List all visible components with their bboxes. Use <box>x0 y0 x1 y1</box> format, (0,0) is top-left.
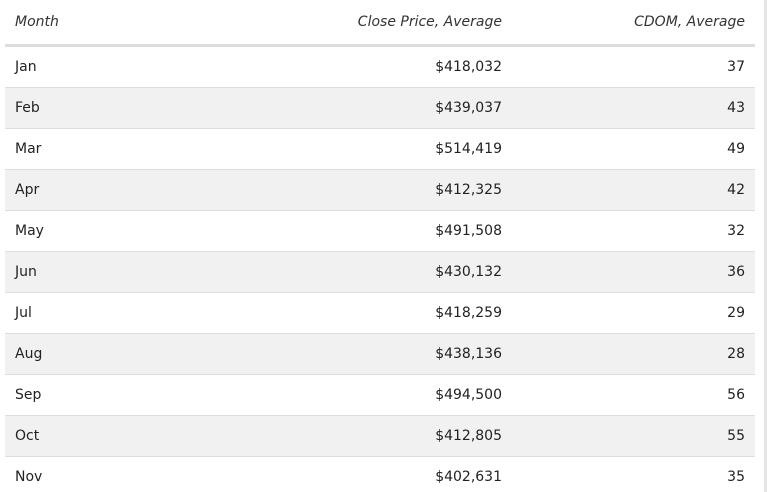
scrollbar[interactable] <box>764 0 767 492</box>
cell-close-price: $439,037 <box>205 87 512 129</box>
cell-month: Nov <box>5 456 205 492</box>
cell-cdom: 35 <box>512 456 755 492</box>
cell-month: Oct <box>5 415 205 457</box>
table-row: Jan $418,032 37 <box>5 45 755 88</box>
cell-cdom: 43 <box>512 87 755 129</box>
column-header-month[interactable]: Month <box>5 0 205 47</box>
cell-cdom: 55 <box>512 415 755 457</box>
cell-cdom: 29 <box>512 292 755 334</box>
cell-close-price: $412,805 <box>205 415 512 457</box>
table-header-row: Month Close Price, Average CDOM, Average <box>5 0 755 47</box>
table-row: Jul $418,259 29 <box>5 292 755 334</box>
table-row: Aug $438,136 28 <box>5 333 755 375</box>
table-row: Feb $439,037 43 <box>5 87 755 129</box>
cell-close-price: $494,500 <box>205 374 512 416</box>
cell-month: Mar <box>5 128 205 170</box>
cell-month: May <box>5 210 205 252</box>
cell-month: Jul <box>5 292 205 334</box>
cell-close-price: $412,325 <box>205 169 512 211</box>
cell-cdom: 56 <box>512 374 755 416</box>
cell-close-price: $491,508 <box>205 210 512 252</box>
cell-close-price: $418,032 <box>205 45 512 88</box>
cell-close-price: $514,419 <box>205 128 512 170</box>
cell-month: Jan <box>5 45 205 88</box>
cell-close-price: $418,259 <box>205 292 512 334</box>
table-row: Oct $412,805 55 <box>5 415 755 457</box>
cell-month: Sep <box>5 374 205 416</box>
cell-month: Aug <box>5 333 205 375</box>
cell-cdom: 36 <box>512 251 755 293</box>
table-row: Mar $514,419 49 <box>5 128 755 170</box>
cell-cdom: 37 <box>512 45 755 88</box>
cell-cdom: 49 <box>512 128 755 170</box>
column-header-cdom[interactable]: CDOM, Average <box>512 0 755 47</box>
cell-close-price: $438,136 <box>205 333 512 375</box>
column-header-close-price[interactable]: Close Price, Average <box>205 0 512 47</box>
table-row: Sep $494,500 56 <box>5 374 755 416</box>
table-row: May $491,508 32 <box>5 210 755 252</box>
cell-cdom: 32 <box>512 210 755 252</box>
cell-month: Jun <box>5 251 205 293</box>
table-row: Jun $430,132 36 <box>5 251 755 293</box>
cell-cdom: 28 <box>512 333 755 375</box>
cell-close-price: $402,631 <box>205 456 512 492</box>
cell-month: Apr <box>5 169 205 211</box>
table-row: Nov $402,631 35 <box>5 456 755 492</box>
cell-close-price: $430,132 <box>205 251 512 293</box>
cell-month: Feb <box>5 87 205 129</box>
data-table: Month Close Price, Average CDOM, Average… <box>5 0 755 492</box>
cell-cdom: 42 <box>512 169 755 211</box>
table-body: Jan $418,032 37 Feb $439,037 43 Mar $514,419 49 A… <box>5 45 755 492</box>
table-row: Apr $412,325 42 <box>5 169 755 211</box>
